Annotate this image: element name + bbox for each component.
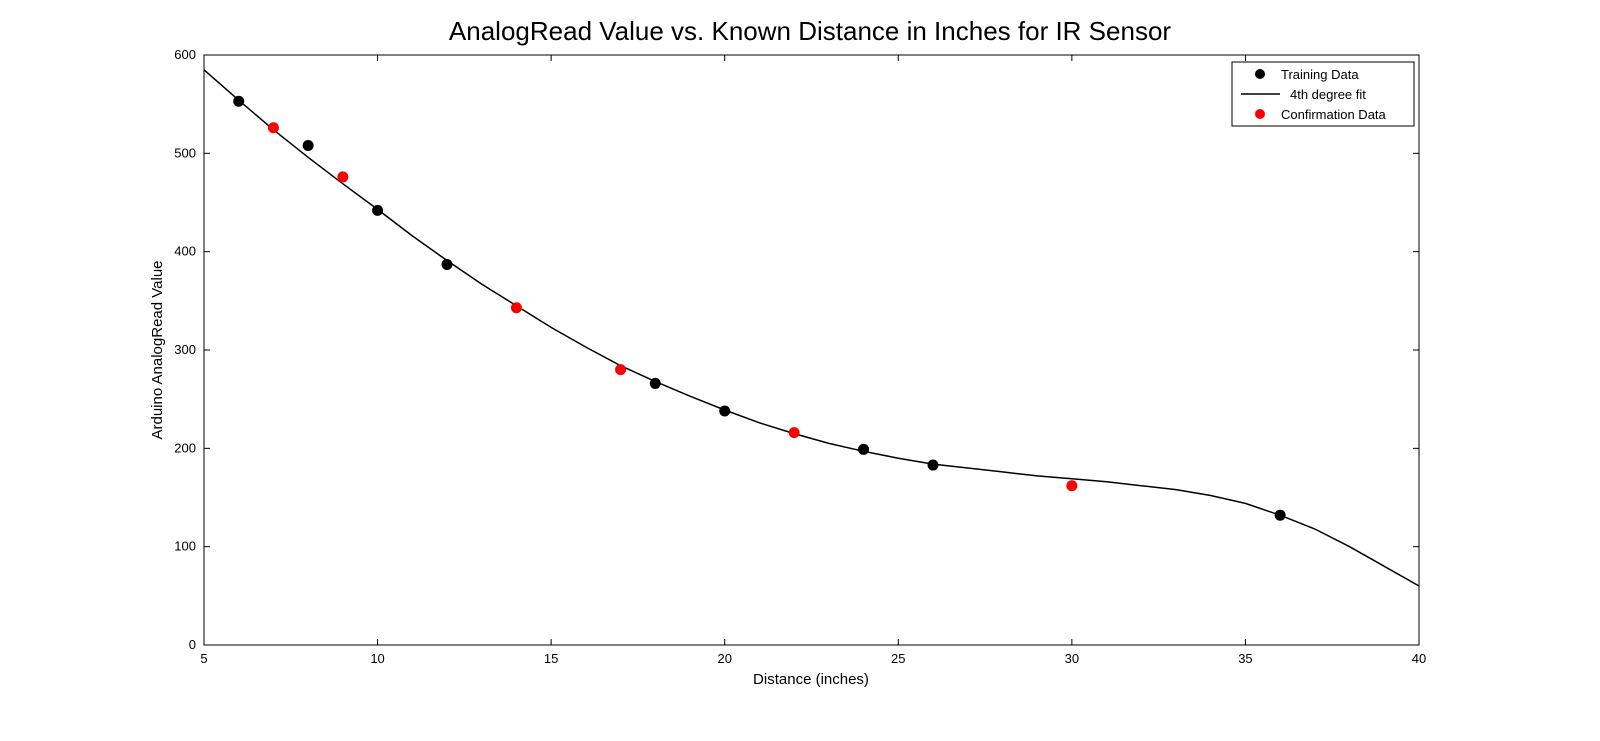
training-point	[372, 204, 384, 216]
chart-title: AnalogRead Value vs. Known Distance in I…	[449, 16, 1171, 46]
x-tick-label: 15	[544, 651, 558, 666]
confirmation-point	[1066, 480, 1078, 492]
y-tick-label: 100	[174, 539, 196, 554]
x-tick-label: 40	[1412, 651, 1426, 666]
x-tick-label: 20	[717, 651, 731, 666]
y-tick-label: 200	[174, 440, 196, 455]
confirmation-point	[267, 122, 279, 134]
confirmation-point	[510, 302, 522, 314]
y-axis-tick-labels: 0 100 200 300 400 500 600	[174, 47, 196, 652]
y-tick-label: 300	[174, 342, 196, 357]
x-axis-tick-labels: 5 10 15 20 25 30 35 40	[200, 651, 1426, 666]
training-point	[441, 258, 453, 270]
training-point	[719, 405, 731, 417]
fit-line	[203, 69, 1420, 587]
x-tick-label: 30	[1065, 651, 1079, 666]
confirmation-point	[788, 427, 800, 439]
legend: Training Data 4th degree fit Confirmatio…	[1231, 61, 1415, 127]
confirmation-point	[337, 171, 349, 183]
legend-marker-confirmation	[1255, 109, 1265, 119]
training-point	[649, 377, 661, 389]
y-tick-label: 400	[174, 244, 196, 259]
training-point	[233, 95, 245, 107]
plot-area	[203, 54, 1420, 646]
legend-label-confirmation: Confirmation Data	[1281, 107, 1387, 122]
y-tick-label: 0	[189, 637, 196, 652]
y-tick-label: 500	[174, 145, 196, 160]
legend-label-training: Training Data	[1281, 67, 1359, 82]
training-point	[302, 139, 314, 151]
x-axis-label: Distance (inches)	[753, 671, 869, 688]
legend-label-fit: 4th degree fit	[1290, 87, 1366, 102]
training-point	[1274, 509, 1286, 521]
x-tick-label: 10	[370, 651, 384, 666]
x-tick-label: 5	[200, 651, 207, 666]
x-tick-label: 25	[891, 651, 905, 666]
y-axis-label: Arduino AnalogRead Value	[149, 260, 166, 439]
y-tick-label: 600	[174, 47, 196, 62]
legend-marker-training	[1255, 69, 1265, 79]
training-point	[927, 459, 939, 471]
training-point	[858, 443, 870, 455]
axis-ticks	[203, 54, 1420, 646]
confirmation-point	[615, 364, 627, 376]
x-tick-label: 35	[1238, 651, 1252, 666]
series-layer	[203, 69, 1420, 587]
